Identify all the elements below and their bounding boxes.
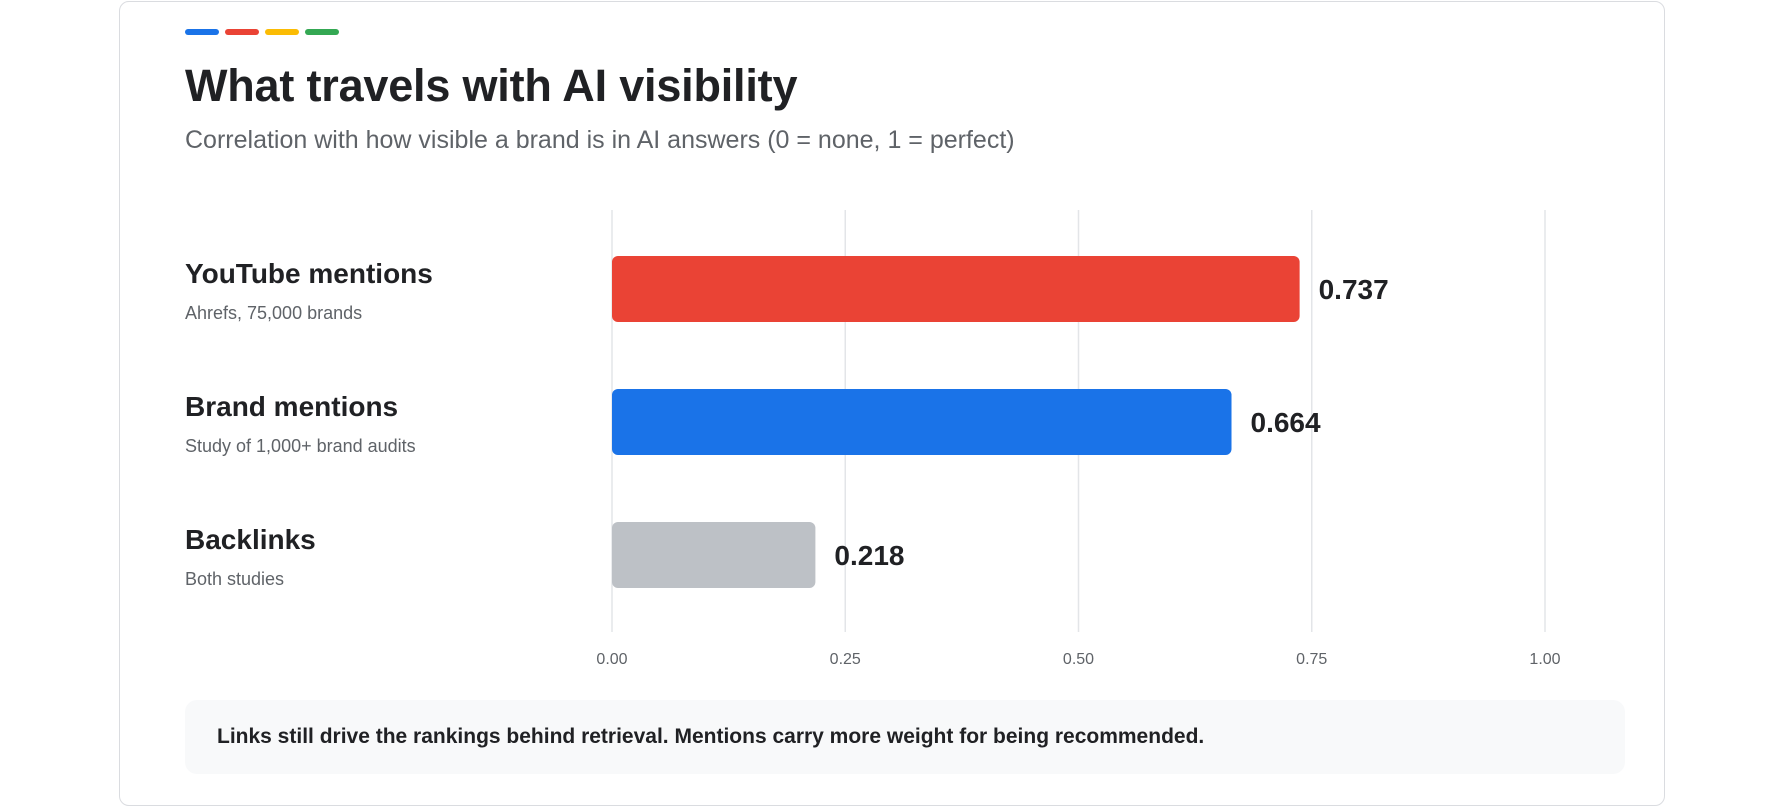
chart-title: What travels with AI visibility [185, 60, 798, 111]
bar [612, 256, 1300, 322]
insight-note: Links still drive the rankings behind re… [185, 700, 1625, 774]
bar-value-label: 0.218 [834, 540, 904, 571]
category-source-youtube: Ahrefs, 75,000 brands [185, 303, 363, 323]
category-label-backlinks: Backlinks [185, 524, 316, 555]
x-tick-label: 0.25 [830, 651, 861, 668]
bar-value-label: 0.664 [1251, 407, 1321, 438]
chart-subtitle: Correlation with how visible a brand is … [185, 126, 1015, 154]
x-tick-label: 1.00 [1529, 651, 1560, 668]
category-label-youtube: YouTube mentions [185, 258, 433, 289]
x-tick-label: 0.50 [1063, 651, 1094, 668]
category-label-brand: Brand mentions [185, 391, 399, 422]
accent-yellow [265, 29, 299, 35]
accent-green [305, 29, 339, 35]
insight-note-text: Links still drive the rankings behind re… [217, 725, 1205, 748]
x-tick-label: 0.00 [596, 651, 627, 668]
bar-value-label: 0.737 [1319, 274, 1389, 305]
bar [612, 522, 816, 588]
bar [612, 389, 1232, 455]
x-tick-label: 0.75 [1296, 651, 1327, 668]
accent-blue [185, 29, 219, 35]
category-source-brand: Study of 1,000+ brand audits [185, 436, 416, 456]
accent-red [225, 29, 259, 35]
category-source-backlinks: Both studies [185, 569, 285, 589]
